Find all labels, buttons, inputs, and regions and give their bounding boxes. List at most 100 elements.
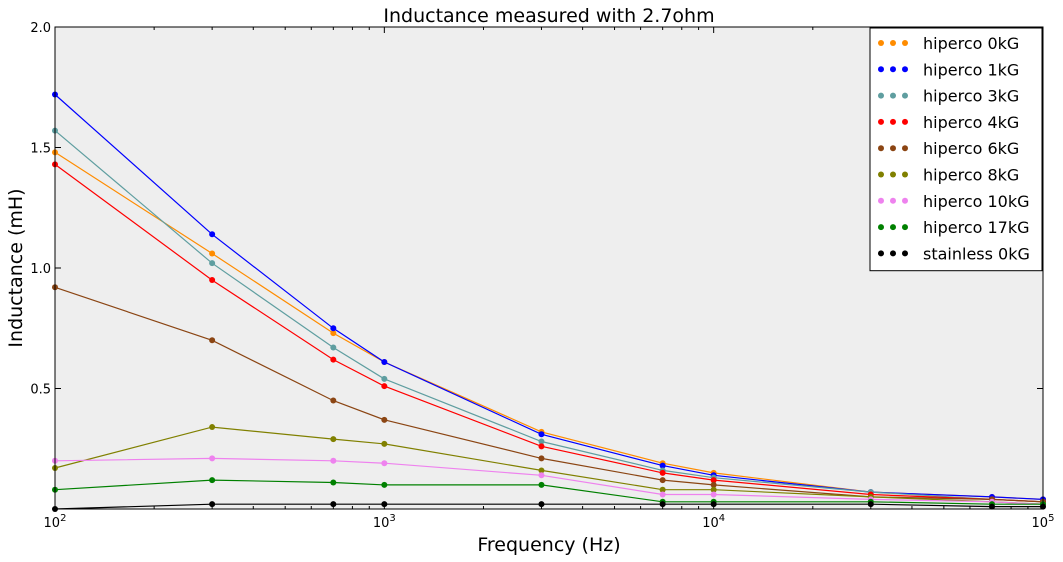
legend-marker — [902, 118, 908, 125]
legend-item: hiperco 6kG — [878, 139, 1019, 158]
legend-marker — [902, 92, 908, 99]
legend-label: hiperco 3kG — [923, 87, 1019, 106]
data-point — [209, 337, 216, 344]
series-line — [54, 163, 1044, 503]
data-point — [209, 455, 216, 462]
series-line — [54, 479, 1043, 505]
y-tick-label: 1.5 — [30, 142, 51, 157]
data-point — [209, 477, 216, 484]
series-5 — [52, 424, 1046, 508]
series-8 — [52, 501, 1046, 512]
data-point — [538, 501, 545, 508]
series-line — [54, 94, 1044, 500]
legend-marker — [890, 66, 896, 73]
legend-marker — [878, 40, 884, 46]
legend-marker — [878, 66, 884, 73]
legend: hiperco 0kG hiperco 1kG hiperco 3kG hiperco… — [869, 27, 1043, 272]
legend-marker — [890, 92, 896, 99]
x-tick-base: 10 — [44, 516, 61, 531]
series-line — [54, 130, 1044, 503]
legend-marker — [902, 66, 908, 73]
legend-marker — [902, 224, 908, 231]
legend-item: hiperco 0kG — [878, 34, 1019, 53]
data-point — [659, 491, 666, 498]
y-tick-label: 0.5 — [30, 383, 51, 398]
legend-marker — [878, 224, 884, 231]
legend-item: hiperco 4kG — [878, 113, 1019, 132]
legend-item: hiperco 3kG — [878, 87, 1019, 106]
data-point — [538, 481, 545, 488]
x-tick-exponent: 3 — [389, 513, 395, 524]
legend-item: hiperco 17kG — [878, 218, 1030, 237]
legend-item: hiperco 8kG — [878, 166, 1019, 185]
data-point — [538, 472, 545, 479]
data-point — [381, 481, 388, 488]
y-tick-label: 2.0 — [30, 21, 51, 36]
chart-title: Inductance measured with 2.7ohm — [383, 5, 714, 27]
legend-marker — [878, 197, 884, 204]
legend-marker — [890, 197, 896, 204]
x-tick-label: 105 — [1032, 513, 1055, 531]
legend-marker — [902, 250, 908, 257]
legend-marker — [890, 250, 896, 257]
x-tick-label: 102 — [44, 513, 67, 531]
data-point — [381, 383, 388, 390]
data-point — [381, 440, 388, 447]
x-tick-label: 104 — [702, 513, 725, 531]
data-point — [867, 501, 874, 508]
data-point — [209, 250, 216, 257]
legend-marker — [902, 145, 908, 152]
x-tick-base: 10 — [373, 516, 390, 531]
legend-marker — [890, 145, 896, 152]
data-point — [330, 356, 337, 363]
series-layer — [52, 91, 1046, 512]
data-point — [330, 344, 337, 351]
legend-item: hiperco 1kG — [878, 60, 1019, 79]
data-point — [330, 436, 337, 443]
legend-marker — [902, 171, 908, 178]
data-point — [710, 481, 717, 488]
y-axis-label: Inductance (mH) — [5, 188, 27, 347]
data-point — [710, 486, 717, 493]
legend-label: hiperco 6kG — [923, 139, 1019, 158]
legend-marker — [890, 224, 896, 231]
data-point — [710, 477, 717, 484]
data-point — [330, 330, 337, 337]
data-point — [538, 438, 545, 445]
plot-frame — [54, 26, 1044, 510]
legend-marker — [878, 171, 884, 178]
legend-label: hiperco 8kG — [923, 166, 1019, 185]
data-point — [330, 325, 337, 332]
y-tick-label: 1.0 — [30, 262, 51, 277]
x-axis-label: Frequency (Hz) — [477, 534, 620, 556]
legend-marker — [878, 250, 884, 257]
legend-label: hiperco 0kG — [923, 34, 1019, 53]
legend-item: hiperco 10kG — [878, 192, 1030, 211]
data-point — [330, 479, 337, 486]
legend-marker — [890, 40, 896, 46]
data-point — [209, 260, 216, 267]
data-point — [209, 231, 216, 238]
x-tick-exponent: 2 — [60, 513, 66, 524]
data-point — [659, 501, 666, 508]
legend-marker — [878, 145, 884, 152]
series-line — [54, 286, 1044, 503]
data-point — [381, 358, 388, 365]
data-point — [659, 462, 666, 469]
legend-marker — [890, 171, 896, 178]
data-point — [538, 467, 545, 474]
legend-marker — [890, 118, 896, 125]
data-point — [659, 469, 666, 476]
x-tick-base: 10 — [702, 516, 719, 531]
legend-label: hiperco 1kG — [923, 60, 1019, 79]
data-point — [209, 277, 216, 284]
series-line — [54, 503, 1043, 510]
data-point — [538, 443, 545, 450]
legend-marker — [902, 197, 908, 204]
x-tick-exponent: 4 — [719, 513, 725, 524]
x-tick-exponent: 5 — [1048, 513, 1054, 524]
data-point — [381, 460, 388, 467]
x-tick-label: 103 — [373, 513, 396, 531]
